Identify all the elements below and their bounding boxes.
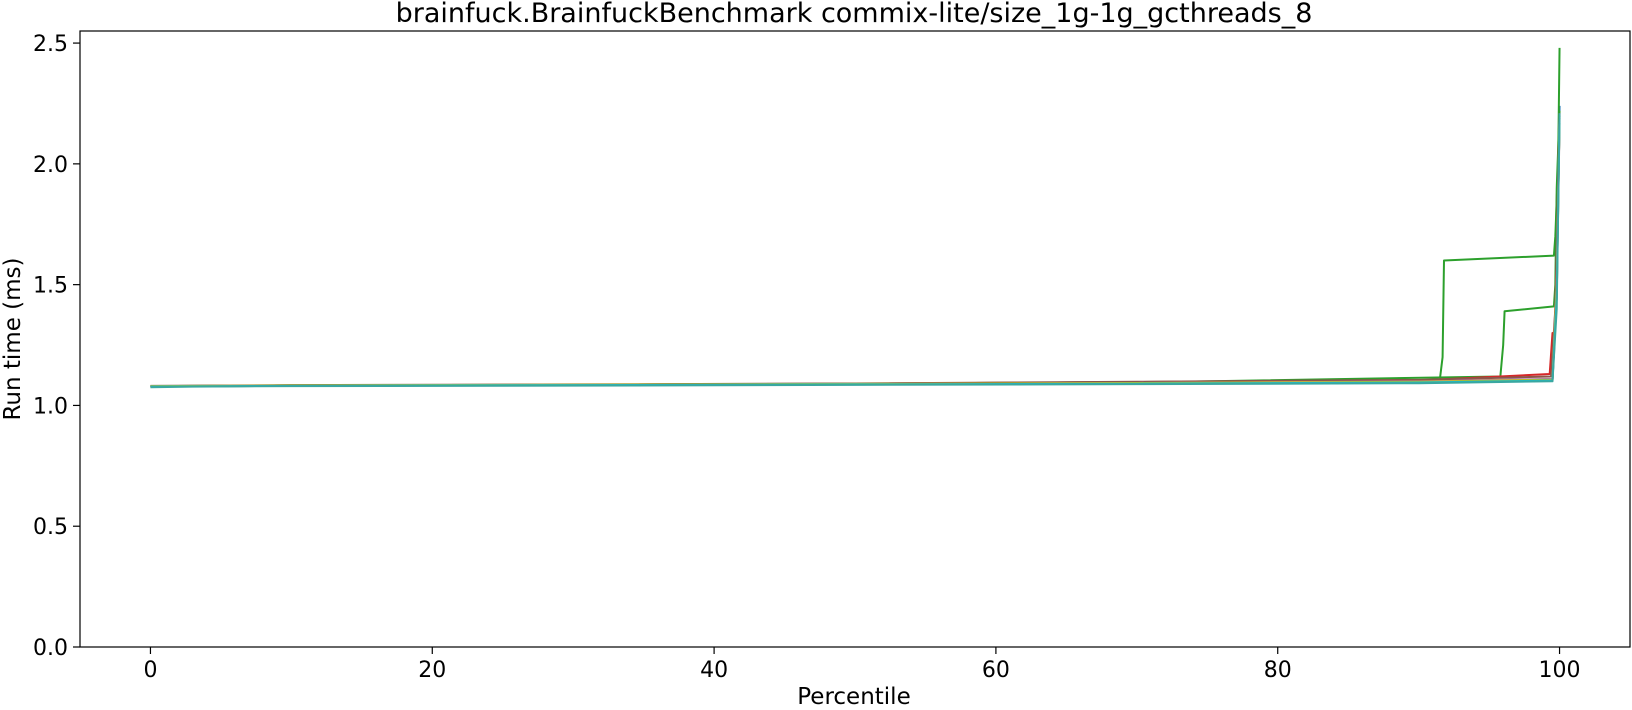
x-tick-label: 0	[143, 658, 157, 683]
series-line-11	[150, 115, 1561, 388]
x-axis: 0 20 40 60 80 100	[143, 647, 1581, 683]
series-line-7	[150, 115, 1561, 387]
y-tick-label: 2.5	[33, 32, 68, 57]
series-line-5	[150, 113, 1561, 388]
x-tick-label: 40	[700, 658, 728, 683]
series-line-9	[150, 122, 1561, 388]
y-tick-label: 1.5	[33, 274, 68, 299]
y-tick-label: 0.5	[33, 515, 68, 540]
series-line-6	[150, 117, 1561, 388]
series-line-2	[150, 115, 1561, 388]
series-line-3	[150, 47, 1561, 388]
x-tick-label: 60	[982, 658, 1010, 683]
y-axis: 0.0 0.5 1.0 1.5 2.0 2.5	[33, 32, 80, 661]
x-tick-label: 100	[1539, 658, 1581, 683]
y-tick-label: 1.0	[33, 394, 68, 419]
x-tick-label: 80	[1264, 658, 1292, 683]
y-tick-label: 0.0	[33, 636, 68, 661]
plot-frame	[79, 30, 1631, 648]
chart-title: brainfuck.BrainfuckBenchmark commix-lite…	[396, 0, 1313, 29]
series-layer	[150, 47, 1561, 389]
series-line-12	[150, 113, 1561, 389]
series-line-8	[150, 120, 1561, 388]
series-line-1	[150, 105, 1561, 388]
x-tick-label: 20	[418, 658, 446, 683]
y-axis-label: Run time (ms)	[0, 257, 26, 420]
x-axis-label: Percentile	[797, 684, 910, 710]
y-tick-label: 2.0	[33, 153, 68, 178]
series-line-4	[150, 110, 1561, 388]
series-line-10	[150, 117, 1561, 388]
